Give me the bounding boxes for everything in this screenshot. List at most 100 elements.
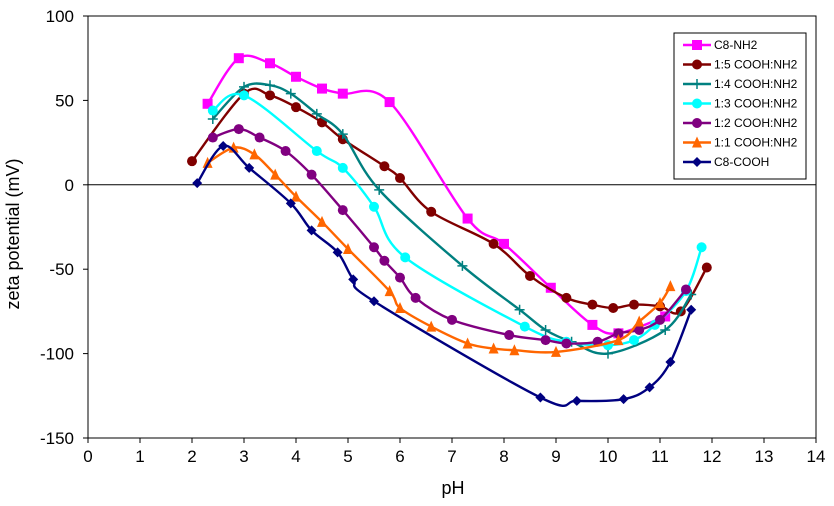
data-point (249, 148, 260, 160)
data-point (306, 169, 317, 180)
data-point (369, 201, 379, 212)
data-point (696, 242, 707, 253)
legend-marker (692, 59, 702, 70)
data-point (561, 338, 572, 349)
data-point (244, 162, 255, 173)
data-point (306, 225, 317, 236)
legend-label: 1:1 COOH:NH2 (714, 136, 798, 150)
data-point (655, 296, 665, 308)
x-tick-label: 14 (807, 447, 826, 466)
data-point (239, 90, 249, 101)
data-point (525, 270, 535, 281)
data-point (561, 292, 572, 303)
legend-marker (692, 40, 702, 50)
data-point (311, 146, 322, 157)
data-point (462, 337, 473, 349)
data-point (233, 124, 244, 135)
data-point (535, 392, 546, 403)
data-point (384, 285, 395, 297)
data-point (603, 348, 613, 359)
x-tick-label: 3 (239, 447, 248, 466)
series-layer (187, 53, 712, 407)
data-point (395, 272, 405, 283)
data-point (337, 205, 348, 216)
data-point (551, 345, 561, 357)
data-point (634, 324, 645, 335)
legend-marker (692, 118, 702, 128)
series-1:5 COOH:NH2 (187, 87, 712, 317)
data-point (239, 81, 249, 92)
legend-label: 1:5 COOH:NH2 (714, 58, 798, 72)
data-point (384, 97, 395, 108)
data-point (400, 252, 411, 263)
data-point (686, 304, 697, 315)
x-tick-label: 6 (395, 447, 404, 466)
data-point (291, 102, 301, 113)
data-point (291, 190, 301, 202)
x-tick-label: 2 (187, 447, 196, 466)
data-point (504, 330, 515, 341)
y-axis-label: zeta potential (mV) (3, 158, 23, 309)
legend-marker (692, 79, 702, 89)
x-axis-label: pH (441, 478, 464, 498)
data-point (337, 162, 348, 173)
data-point (265, 80, 275, 91)
data-point (192, 178, 203, 189)
x-tick-label: 5 (343, 447, 352, 466)
data-point (462, 213, 473, 224)
data-point (311, 108, 322, 119)
data-point (317, 83, 327, 94)
data-point (519, 321, 530, 332)
data-point (571, 395, 582, 406)
data-point (426, 206, 437, 217)
legend-marker (692, 136, 702, 148)
data-point (343, 242, 353, 254)
data-point (587, 299, 598, 310)
legend-marker (692, 157, 702, 167)
series-C8-COOH (192, 140, 697, 407)
data-point (202, 156, 213, 168)
x-tick-label: 7 (447, 447, 456, 466)
series-1:2 COOH:NH2 (207, 124, 691, 349)
x-tick-label: 0 (83, 447, 92, 466)
series-1:4 COOH:NH2 (207, 80, 697, 359)
x-tick-label: 1 (135, 447, 144, 466)
data-point (488, 238, 499, 249)
data-point (379, 255, 390, 266)
data-point (207, 113, 218, 124)
data-point (285, 88, 296, 99)
data-point (270, 168, 281, 180)
data-point (660, 324, 671, 335)
x-tick-label: 8 (499, 447, 508, 466)
data-point (285, 198, 296, 209)
data-point (681, 284, 691, 295)
data-point (665, 280, 676, 292)
data-point (514, 304, 525, 315)
data-point (218, 140, 229, 151)
data-point (655, 314, 665, 325)
data-point (447, 314, 457, 325)
data-point (540, 335, 551, 346)
data-point (348, 274, 359, 285)
data-point (379, 161, 390, 172)
series-line (211, 82, 693, 356)
data-point (265, 58, 275, 69)
data-point (369, 242, 379, 253)
data-point (634, 315, 645, 327)
data-point (629, 299, 639, 310)
data-point (644, 382, 655, 393)
data-point (488, 342, 499, 354)
data-point (337, 129, 348, 140)
data-point (426, 320, 437, 332)
data-point (499, 238, 509, 249)
data-point (618, 394, 629, 405)
data-point (395, 173, 405, 184)
data-point (280, 146, 291, 157)
data-point (337, 88, 348, 99)
legend-label: 1:2 COOH:NH2 (714, 116, 798, 130)
y-tick-label: -150 (40, 429, 74, 448)
series-line (196, 144, 693, 407)
x-tick-label: 9 (551, 447, 560, 466)
